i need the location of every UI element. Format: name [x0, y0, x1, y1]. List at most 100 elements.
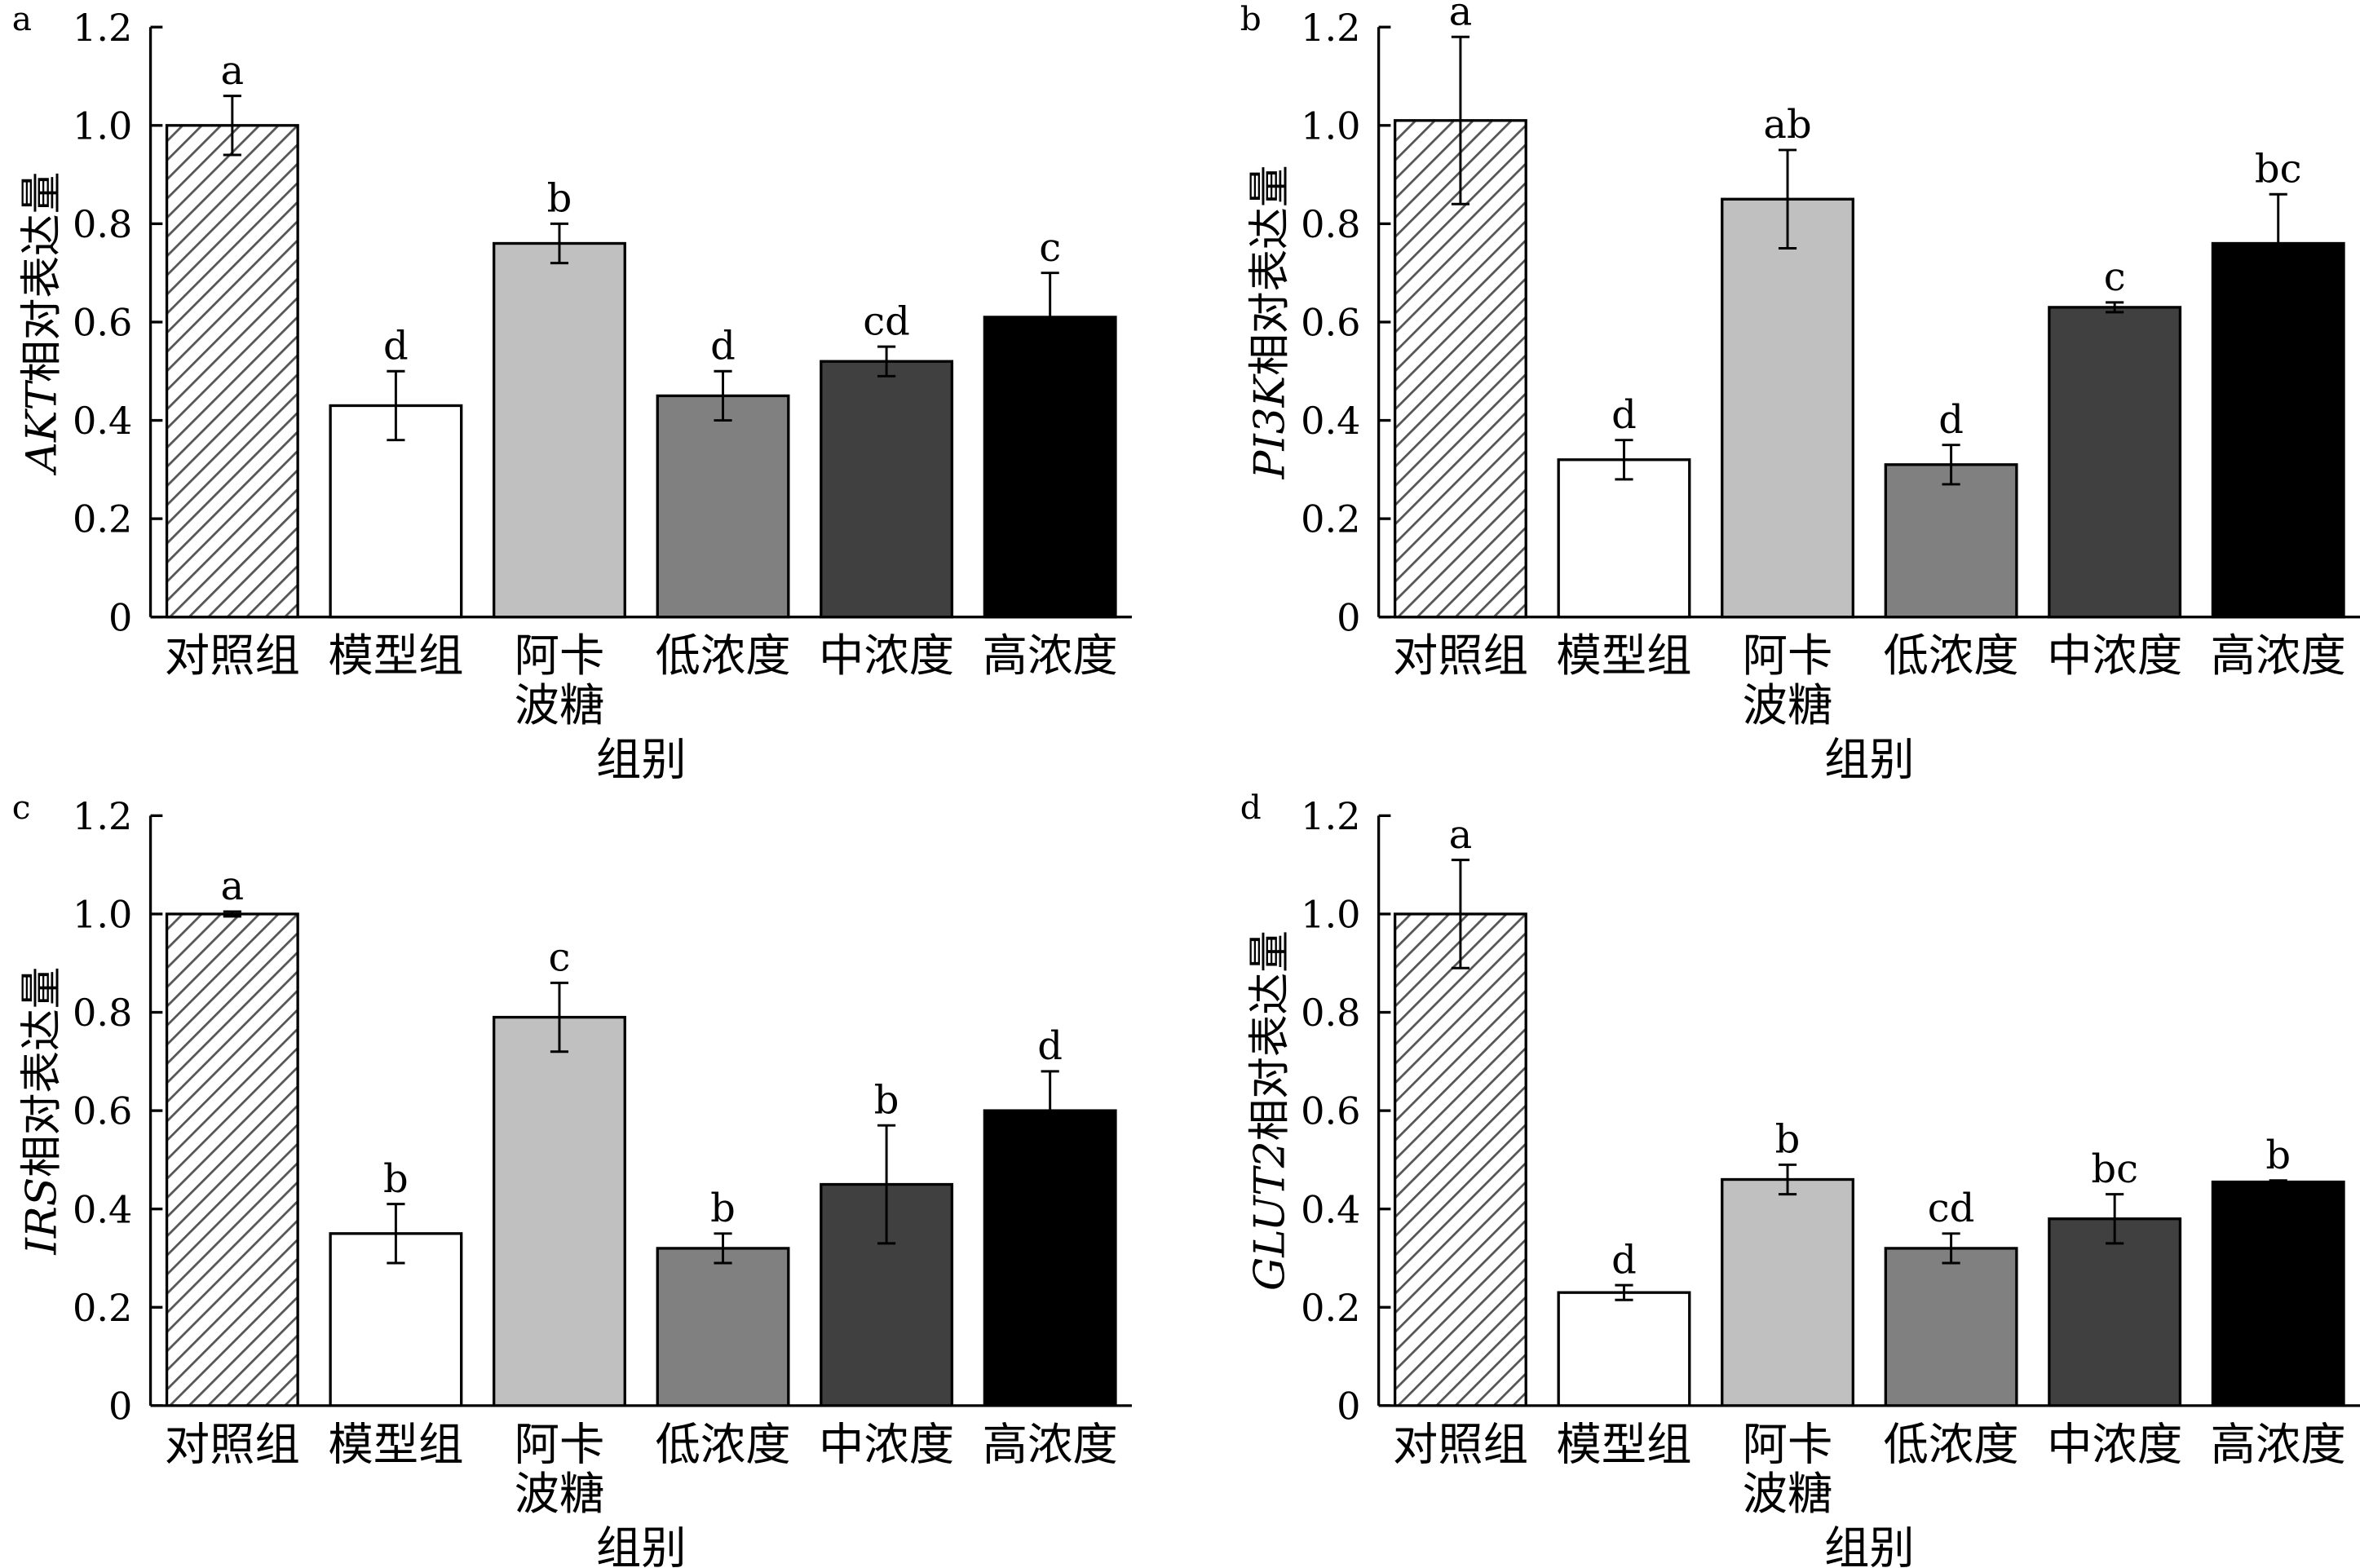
- significance-label: cd: [1928, 1186, 1975, 1231]
- bar-5: [2048, 1217, 2182, 1407]
- significance-label: bc: [2255, 146, 2302, 192]
- significance-label: ab: [1763, 102, 1811, 148]
- bar-1: [165, 124, 299, 619]
- y-tick-label: 1.2: [1301, 6, 1360, 50]
- y-tick-label: 1.2: [73, 6, 132, 50]
- y-tick-label: 0.6: [1301, 301, 1360, 345]
- x-axis-label: 组别: [596, 1523, 687, 1568]
- x-tick-label: 中浓度: [819, 630, 954, 682]
- y-axis-label: IRS相对表达量: [17, 967, 66, 1256]
- significance-label: c: [2104, 254, 2126, 300]
- x-tick-label: 中浓度: [2047, 1419, 2182, 1471]
- bar-1: [165, 912, 299, 1407]
- bar-3: [1721, 1177, 1854, 1407]
- y-tick-label: 0.6: [1301, 1089, 1360, 1133]
- y-tick-label: 0: [108, 1384, 132, 1428]
- x-tick-label: 模型组: [328, 630, 463, 682]
- bar-3: [493, 1015, 626, 1407]
- bar-4: [656, 394, 790, 619]
- x-tick-label: 高浓度: [2211, 1419, 2346, 1471]
- significance-label: bc: [2091, 1146, 2138, 1192]
- significance-label: d: [1611, 1237, 1637, 1283]
- x-axis-label: 组别: [596, 735, 687, 787]
- significance-label: b: [710, 1186, 736, 1231]
- bar-2: [1557, 458, 1691, 619]
- y-tick-label: 1.2: [1301, 794, 1360, 838]
- significance-label: c: [549, 935, 571, 981]
- y-axis-label-gene: GLUT2: [1245, 1141, 1294, 1291]
- y-tick-label: 0.8: [1301, 991, 1360, 1035]
- y-tick-label: 0.6: [73, 301, 132, 345]
- x-tick-label: 低浓度: [655, 1419, 790, 1471]
- x-tick-label: 阿卡: [515, 630, 605, 682]
- significance-label: a: [221, 864, 245, 909]
- x-tick-label: 阿卡: [1743, 1419, 1833, 1471]
- panel-letter: d: [1240, 788, 1262, 827]
- x-tick-label: 模型组: [328, 1419, 463, 1471]
- significance-label: d: [1611, 392, 1637, 438]
- significance-label: d: [710, 323, 736, 369]
- significance-label: a: [1449, 812, 1473, 858]
- x-tick-label: 波糖: [1743, 680, 1833, 732]
- y-tick-label: 0: [1337, 1384, 1360, 1428]
- bar-6: [983, 1109, 1117, 1407]
- bar-2: [1557, 1291, 1691, 1407]
- y-tick-label: 0.2: [73, 1286, 132, 1330]
- x-tick-label: 波糖: [515, 1469, 605, 1521]
- significance-label: b: [2265, 1133, 2291, 1178]
- x-axis-label: 组别: [1824, 735, 1915, 787]
- y-axis-label: AKT相对表达量: [17, 172, 66, 476]
- y-tick-label: 0.8: [73, 202, 132, 246]
- bar-6: [2211, 241, 2345, 619]
- y-tick-label: 1.0: [73, 893, 132, 937]
- y-tick-label: 1.0: [1301, 893, 1360, 937]
- x-tick-label: 高浓度: [983, 1419, 1118, 1471]
- significance-label: a: [221, 48, 245, 94]
- bar-4: [656, 1247, 790, 1407]
- x-tick-label: 对照组: [1393, 630, 1528, 682]
- significance-label: cd: [863, 298, 910, 344]
- y-tick-label: 0.6: [73, 1089, 132, 1133]
- y-tick-label: 0.8: [73, 991, 132, 1035]
- y-tick-label: 1.0: [73, 104, 132, 148]
- panel-letter: b: [1240, 0, 1262, 38]
- significance-label: b: [874, 1077, 899, 1123]
- x-tick-label: 波糖: [515, 680, 605, 732]
- x-tick-label: 低浓度: [655, 630, 790, 682]
- significance-label: d: [1037, 1023, 1063, 1069]
- y-axis-label-gene: IRS: [17, 1177, 66, 1256]
- chart-root: a00.20.40.60.81.01.2AKT相对表达量a对照组d模型组b阿卡波…: [12, 0, 2360, 1568]
- y-axis-label-suffix: 相对表达量: [1245, 930, 1294, 1141]
- y-axis-label-suffix: 相对表达量: [17, 172, 66, 382]
- y-tick-label: 0.4: [1301, 1187, 1360, 1231]
- bar-5: [2048, 306, 2182, 619]
- y-axis-label-gene: AKT: [17, 379, 66, 475]
- chart-panel-d: d 0 0.2 0.4 0.6 0.8 1.0 1.2 GLUT2相对表达量 a 对照组 d 模型组 b 阿…: [1240, 788, 2360, 1568]
- x-tick-label: 高浓度: [2211, 630, 2346, 682]
- x-tick-label: 模型组: [1556, 630, 1691, 682]
- x-tick-label: 对照组: [1393, 1419, 1528, 1471]
- x-tick-label: 对照组: [165, 630, 300, 682]
- x-tick-label: 阿卡: [515, 1419, 605, 1471]
- bar-4: [1884, 1247, 2018, 1407]
- x-axis-label: 组别: [1824, 1523, 1915, 1568]
- y-tick-label: 1.0: [1301, 104, 1360, 148]
- y-tick-label: 0.4: [73, 1187, 132, 1231]
- x-tick-label: 波糖: [1743, 1469, 1833, 1521]
- x-tick-label: 高浓度: [983, 630, 1118, 682]
- significance-label: c: [1039, 225, 1061, 271]
- y-tick-label: 0: [108, 595, 132, 639]
- bar-6: [2211, 1180, 2345, 1407]
- y-tick-label: 0.2: [73, 497, 132, 541]
- significance-label: a: [1449, 0, 1473, 35]
- bar-1: [1393, 912, 1527, 1407]
- bar-5: [820, 360, 954, 619]
- x-tick-label: 模型组: [1556, 1419, 1691, 1471]
- x-tick-label: 对照组: [165, 1419, 300, 1471]
- significance-label: d: [1938, 397, 1964, 443]
- y-axis-label-suffix: 相对表达量: [17, 967, 66, 1177]
- y-tick-label: 0.2: [1301, 1286, 1360, 1330]
- y-axis-label: PI3K相对表达量: [1245, 166, 1294, 480]
- y-tick-label: 0.4: [1301, 399, 1360, 443]
